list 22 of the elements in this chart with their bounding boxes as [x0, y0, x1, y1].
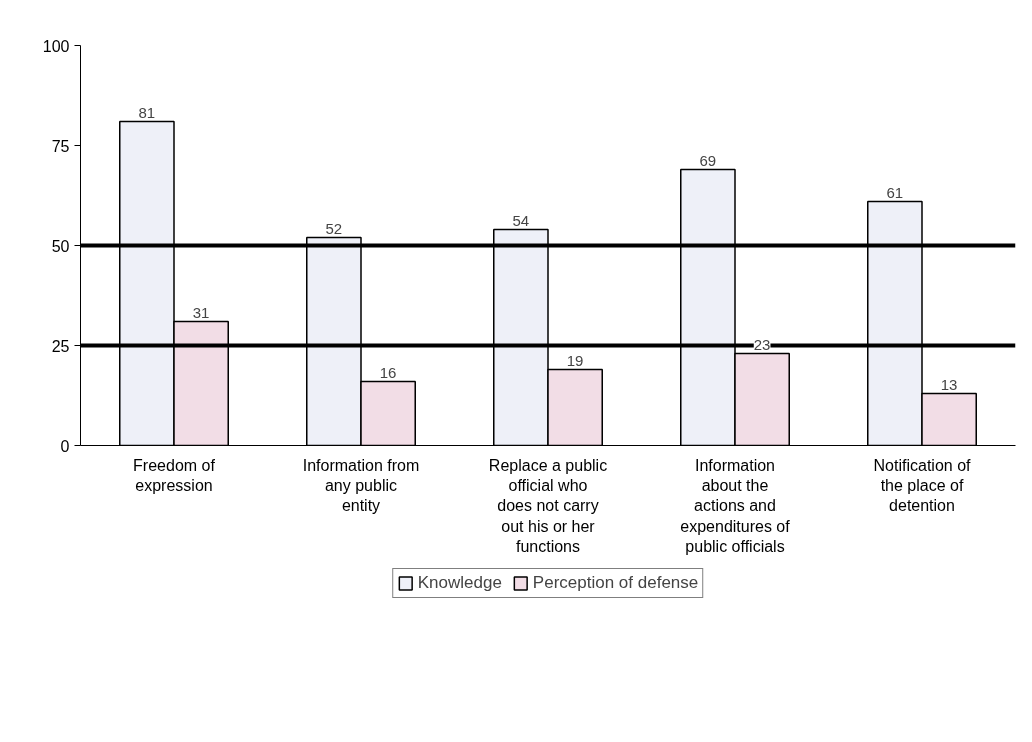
data-label: 31	[192, 303, 210, 321]
x-tick-label: Information about the actions and expenditures of public officials	[680, 456, 791, 556]
x-tick-label: Freedom of expression	[133, 456, 216, 494]
data-label: 61	[886, 183, 904, 201]
data-label: 13	[940, 375, 958, 393]
y-tick-label: 75	[51, 137, 70, 155]
data-label: 52	[325, 219, 343, 237]
x-tick-label: Information from any public entity	[302, 456, 420, 515]
x-tick-label: Notification of the place of detention	[873, 456, 972, 515]
y-tick-label: 25	[51, 337, 70, 355]
data-label: 69	[699, 151, 717, 169]
data-label: 81	[138, 103, 156, 121]
y-tick-label: 100	[42, 37, 70, 55]
legend-label: Knowledge	[417, 573, 502, 593]
y-tick-label: 50	[51, 237, 70, 255]
data-label: 16	[379, 363, 397, 381]
data-label: 54	[512, 211, 530, 229]
y-tick-label: 0	[60, 437, 70, 455]
x-tick-label: Replace a public official who does not carry out his or her functions	[488, 456, 608, 556]
legend-label: Perception of defense	[532, 573, 699, 593]
data-label: 19	[566, 351, 584, 369]
data-label: 23	[753, 335, 771, 353]
